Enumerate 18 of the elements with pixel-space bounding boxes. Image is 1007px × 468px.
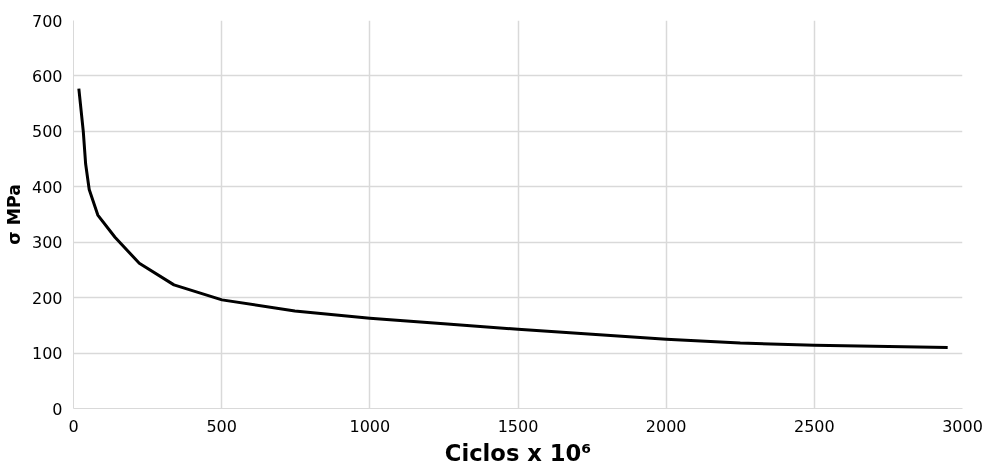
line-series <box>77 87 950 350</box>
x-tick-label: 1000 <box>349 416 391 436</box>
y-tick-label: 700 <box>31 11 63 31</box>
x-tick-label: 500 <box>206 416 237 436</box>
y-tick-label: 300 <box>31 233 63 253</box>
y-tick-label: 200 <box>31 288 63 308</box>
x-tick-label: 1500 <box>497 416 539 436</box>
x-axis-title: Ciclos x 10⁶ <box>444 439 592 466</box>
y-tick-label: 600 <box>31 66 63 86</box>
y-tick-label: 100 <box>31 344 63 364</box>
y-tick-label: 0 <box>52 399 63 419</box>
x-tick-label: 2500 <box>793 416 835 436</box>
y-tick-label: 500 <box>31 122 63 142</box>
x-tick-label: 0 <box>68 416 79 436</box>
y-tick-label: 400 <box>31 177 63 197</box>
x-tick-label: 2000 <box>645 416 687 436</box>
y-axis-title: σ MPa <box>3 184 24 245</box>
x-tick-label: 3000 <box>942 416 983 436</box>
